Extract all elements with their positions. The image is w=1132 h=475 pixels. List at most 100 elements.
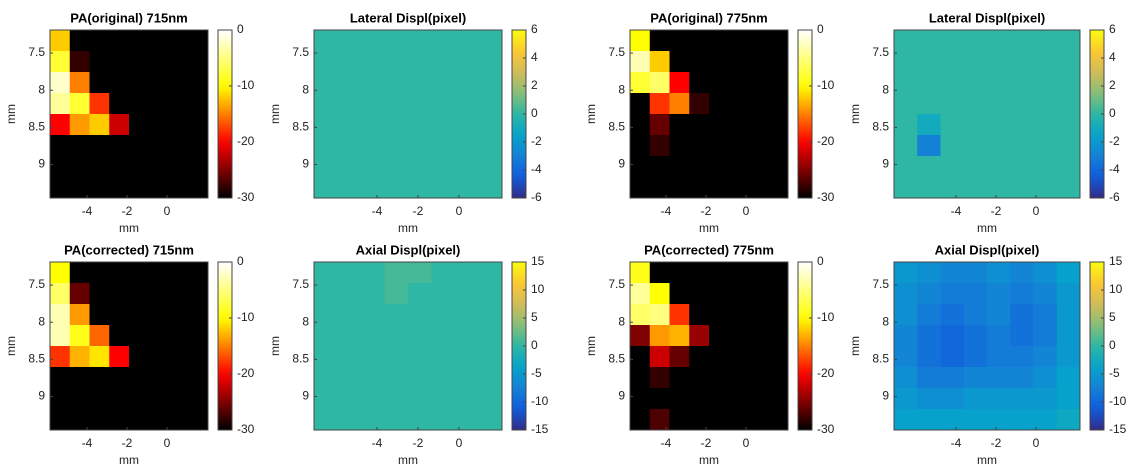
heatmap-cell: [649, 367, 670, 389]
heatmap-cell: [314, 30, 338, 52]
heatmap-cell: [431, 72, 456, 94]
heatmap-cell: [148, 262, 169, 284]
heatmap-cell: [630, 93, 651, 115]
heatmap-cell: [129, 177, 150, 199]
heatmap-cell: [728, 114, 749, 136]
colorbar-tick-label: 10: [531, 282, 545, 296]
x-tick-label: 0: [743, 436, 750, 450]
y-axis-label: mm: [4, 336, 18, 356]
heatmap-cell: [1010, 72, 1034, 94]
heatmap-cell: [1010, 367, 1034, 389]
heatmap-cell: [1033, 51, 1058, 73]
heatmap-cell: [748, 51, 769, 73]
heatmap-cell: [148, 72, 169, 94]
heatmap-cell: [89, 346, 110, 368]
colorbar-tick-label: -2: [531, 134, 542, 148]
heatmap-cell: [940, 135, 965, 157]
heatmap-cell: [1056, 283, 1081, 305]
heatmap-cell: [337, 114, 362, 136]
heatmap-cell: [148, 51, 169, 73]
heatmap-cell: [69, 346, 90, 368]
x-tick-label: 0: [1033, 436, 1040, 450]
x-tick-label: -2: [991, 436, 1002, 450]
heatmap-cell: [109, 30, 130, 52]
heatmap-cell: [408, 283, 432, 305]
heatmap-cell: [1033, 135, 1058, 157]
heatmap-cell: [148, 177, 169, 199]
heatmap-cell: [89, 114, 110, 136]
heatmap-cell: [1056, 30, 1081, 52]
heatmap-cell: [748, 367, 769, 389]
heatmap-cell: [337, 304, 362, 326]
heatmap-cell: [728, 177, 749, 199]
heatmap-cell: [689, 262, 710, 284]
x-tick-label: -4: [951, 204, 962, 218]
heatmap-cell: [940, 409, 965, 431]
heatmap-cell: [987, 388, 1011, 410]
heatmap-cell: [987, 304, 1011, 326]
heatmap-cell: [1010, 51, 1034, 73]
y-tick-label: 8: [882, 314, 889, 328]
y-tick-label: 7.5: [28, 45, 45, 59]
heatmap-cell: [649, 51, 670, 73]
heatmap-cell: [1010, 135, 1034, 157]
colorbar-tick-label: -10: [237, 78, 255, 92]
heatmap-cell: [168, 262, 189, 284]
heatmap-cell: [408, 346, 432, 368]
heatmap-cell: [963, 177, 988, 199]
heatmap-cell: [455, 346, 479, 368]
colorbar-tick-label: 0: [237, 22, 244, 36]
heatmap-cell: [728, 304, 749, 326]
heatmap-cell: [337, 346, 362, 368]
heatmap-cell: [748, 409, 769, 431]
heatmap-cell: [384, 262, 409, 284]
y-axis-label: mm: [4, 104, 18, 124]
heatmap-cell: [940, 304, 965, 326]
heatmap-cell: [940, 177, 965, 199]
heatmap-cell: [709, 156, 730, 178]
heatmap-cell: [963, 156, 988, 178]
colorbar-tick-label: 0: [531, 338, 538, 352]
heatmap-cell: [188, 367, 209, 389]
heatmap-cell: [50, 114, 71, 136]
heatmap-cell: [361, 156, 385, 178]
heatmap-cell: [455, 283, 479, 305]
colorbar-tick-label: 6: [531, 22, 538, 36]
heatmap-cell: [314, 409, 338, 431]
heatmap-cell: [148, 325, 169, 347]
heatmap-cell: [361, 283, 385, 305]
heatmap-cell: [148, 93, 169, 115]
heatmap-cell: [129, 388, 150, 410]
heatmap-cell: [709, 388, 730, 410]
heatmap-cell: [728, 262, 749, 284]
heatmap-cell: [963, 325, 988, 347]
heatmap-cell: [478, 156, 503, 178]
heatmap-cell: [361, 135, 385, 157]
heatmap-cell: [408, 367, 432, 389]
y-axis-label: mm: [584, 336, 598, 356]
heatmap-cell: [689, 325, 710, 347]
heatmap-cell: [917, 346, 941, 368]
heatmap-cell: [431, 114, 456, 136]
heatmap-cell: [337, 156, 362, 178]
heatmap-cell: [148, 156, 169, 178]
heatmap-cell: [630, 388, 651, 410]
heatmap-cell: [408, 325, 432, 347]
heatmap-cell: [1010, 283, 1034, 305]
heatmap-cell: [455, 325, 479, 347]
heatmap-cell: [940, 325, 965, 347]
heatmap-cell: [69, 177, 90, 199]
heatmap-cell: [188, 262, 209, 284]
heatmap-cell: [408, 304, 432, 326]
heatmap-cell: [408, 177, 432, 199]
heatmap-cell: [431, 156, 456, 178]
heatmap-cell: [109, 283, 130, 305]
colorbar-tick-label: -6: [1109, 190, 1120, 204]
heatmap-cell: [69, 156, 90, 178]
heatmap-cell: [168, 114, 189, 136]
heatmap-cell: [689, 135, 710, 157]
colorbar-tick-label: -30: [237, 190, 255, 204]
heatmap-cell: [649, 409, 670, 431]
heatmap-cell: [478, 283, 503, 305]
heatmap-cell: [314, 93, 338, 115]
